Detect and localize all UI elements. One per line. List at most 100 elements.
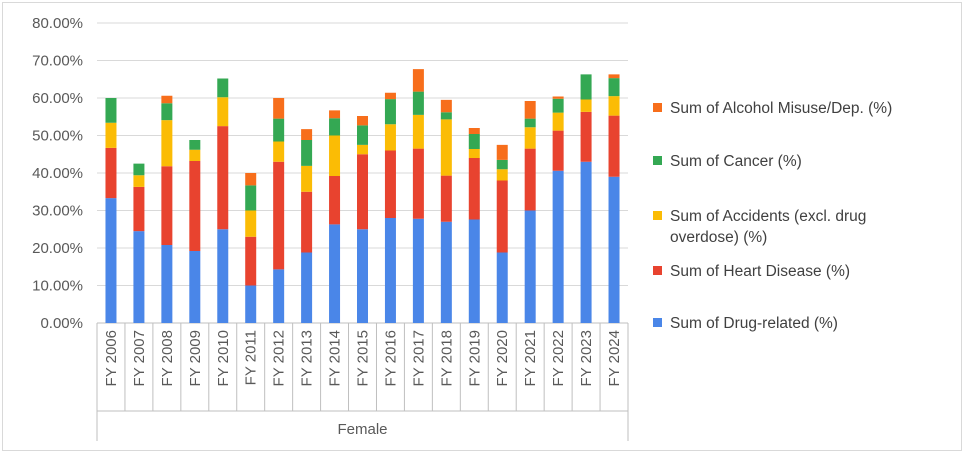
axes: 0.00% 10.00% 20.00% 30.00% 40.00% 50.00% 60.00…	[32, 15, 629, 441]
y-tick-label: 20.00%	[32, 240, 83, 257]
bar-segment	[245, 173, 257, 186]
legend-label: Sum of Drug-related (%)	[670, 315, 838, 332]
legend: Sum of Alcohol Misuse/Dep. (%) Sum of Can…	[653, 100, 892, 332]
x-tick-label: FY 2008	[159, 330, 176, 386]
x-tick-label: FY 2017	[410, 330, 427, 386]
bar-segment	[608, 78, 620, 97]
bar-segment	[384, 124, 396, 151]
bar-segment	[468, 149, 480, 158]
bar-segment	[301, 165, 313, 192]
y-tick-label: 10.00%	[32, 278, 83, 295]
bar-segment	[412, 114, 424, 149]
legend-label: Sum of Alcohol Misuse/Dep. (%)	[670, 100, 892, 117]
x-tick-label: FY 2020	[494, 330, 511, 386]
x-tick-label: FY 2006	[103, 330, 120, 386]
x-tick-label: FY 2013	[299, 330, 316, 386]
bar-segment	[440, 119, 452, 176]
bar-segment	[273, 141, 285, 162]
x-tick-label: FY 2009	[187, 330, 204, 386]
bar-segment	[524, 127, 536, 149]
bar-segment	[301, 129, 313, 140]
legend-label: Sum of Accidents (excl. drug	[670, 208, 866, 225]
x-tick-label: FY 2016	[382, 330, 399, 386]
bar-segment	[524, 148, 536, 211]
bar-segment	[329, 176, 341, 225]
bar-segment	[468, 128, 480, 134]
bar-segment	[301, 191, 313, 253]
bar-segment	[524, 210, 536, 323]
bar-segment	[580, 161, 592, 323]
legend-swatch	[653, 156, 662, 165]
bar-segment	[301, 140, 313, 166]
bar-segment	[133, 186, 145, 232]
x-tick-label: FY 2010	[215, 330, 232, 386]
bar-segment	[189, 161, 201, 251]
bar-segment	[524, 101, 536, 119]
bar-segment	[496, 159, 508, 170]
bar-segment	[552, 98, 564, 113]
bar-segment	[608, 74, 620, 79]
bar-segment	[412, 91, 424, 115]
bar-segment	[496, 252, 508, 323]
bar-segment	[496, 169, 508, 181]
bar-segment	[133, 175, 145, 187]
bar-segment	[552, 96, 564, 99]
bar-segment	[357, 125, 368, 145]
y-tick-label: 60.00%	[32, 90, 83, 107]
bar-segment	[357, 154, 368, 230]
bar-segment	[273, 118, 285, 142]
bar-segment	[329, 135, 341, 176]
bars	[105, 69, 620, 323]
bar-segment	[245, 285, 257, 323]
bar-segment	[245, 185, 257, 211]
group-label: Female	[337, 421, 387, 438]
bar-segment	[217, 78, 229, 98]
bar-segment	[440, 175, 452, 222]
bar-segment	[468, 158, 480, 220]
bar-segment	[161, 95, 173, 104]
bar-segment	[245, 210, 257, 237]
bar-segment	[217, 97, 229, 127]
legend-label: Sum of Heart Disease (%)	[670, 263, 850, 280]
x-tick-label: FY 2015	[355, 330, 372, 386]
bar-segment	[217, 126, 229, 230]
x-tick-label: FY 2007	[131, 330, 148, 386]
y-tick-label: 40.00%	[32, 165, 83, 182]
bar-segment	[105, 147, 117, 199]
bar-segment	[524, 118, 536, 128]
y-tick-label: 80.00%	[32, 15, 83, 32]
bar-segment	[468, 134, 480, 149]
bar-segment	[552, 170, 564, 323]
bar-segment	[440, 221, 452, 323]
bar-segment	[580, 74, 592, 100]
bar-segment	[161, 245, 173, 323]
bar-segment	[329, 118, 341, 136]
y-tick-label: 70.00%	[32, 53, 83, 70]
bar-segment	[357, 229, 368, 323]
bar-segment	[133, 231, 145, 323]
bar-segment	[217, 229, 229, 323]
x-tick-label: FY 2023	[578, 330, 595, 386]
bar-segment	[468, 219, 480, 323]
bar-segment	[357, 116, 368, 126]
bar-segment	[412, 148, 424, 219]
bar-segment	[161, 120, 173, 167]
legend-swatch	[653, 103, 662, 112]
x-tick-label: FY 2018	[438, 330, 455, 386]
legend-swatch	[653, 211, 662, 220]
bar-segment	[273, 98, 285, 119]
bar-segment	[273, 269, 285, 323]
bar-segment	[189, 149, 201, 161]
x-tick-label: FY 2011	[243, 330, 260, 385]
bar-segment	[608, 96, 620, 116]
x-tick-label: FY 2022	[550, 330, 567, 386]
legend-swatch	[653, 266, 662, 275]
bar-segment	[412, 218, 424, 323]
x-tick-label: FY 2024	[606, 330, 623, 386]
bar-segment	[496, 180, 508, 253]
bar-segment	[105, 98, 117, 123]
y-tick-label: 50.00%	[32, 128, 83, 145]
bar-segment	[273, 161, 285, 270]
x-tick-label: FY 2012	[271, 330, 288, 386]
